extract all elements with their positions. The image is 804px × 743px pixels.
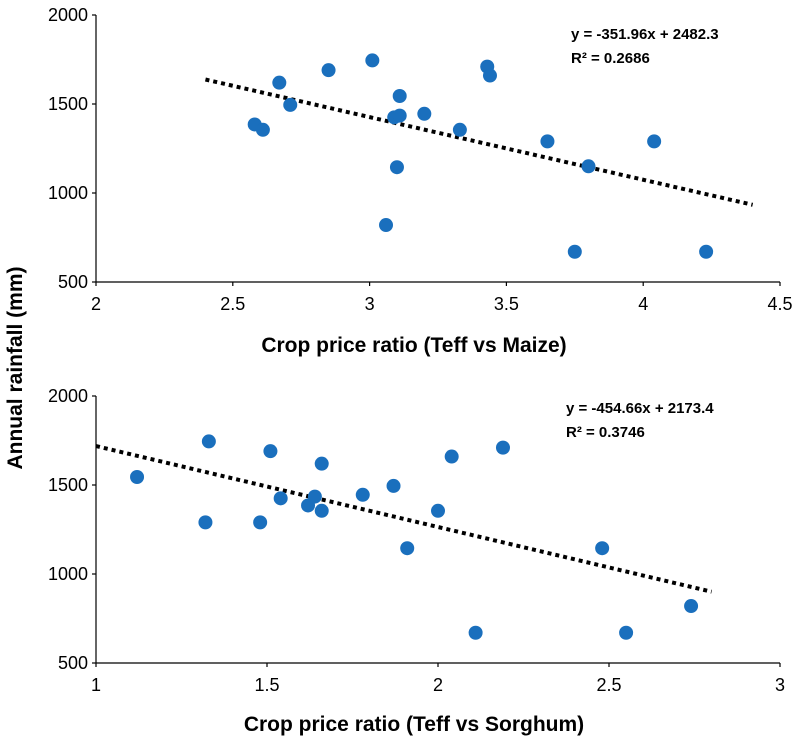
- trendline: [204, 77, 754, 207]
- chart-panel-sorghum: 500 1000 1500 2000 1 1.5 2 2.5 3 Crop price ratio…: [48, 386, 785, 736]
- data-point: [273, 491, 288, 506]
- data-point: [647, 134, 662, 149]
- data-point: [400, 541, 415, 556]
- r-squared-label: R² = 0.2686: [571, 50, 650, 67]
- data-point: [392, 108, 407, 123]
- chart-panel-maize: 500 1000 1500 2000 2 2.5 3 3.5 4 4.5 Crop price ra…: [48, 5, 793, 357]
- x-tick-label: 4.5: [767, 294, 792, 314]
- x-tick-label: 4: [638, 294, 648, 314]
- data-point: [392, 88, 407, 103]
- data-point: [595, 541, 610, 556]
- data-point: [314, 456, 329, 471]
- x-tick-label: 3: [775, 675, 785, 695]
- data-point: [482, 68, 497, 83]
- data-point: [130, 469, 145, 484]
- x-axis-label: Crop price ratio (Teff vs Sorghum): [244, 713, 584, 736]
- y-tick-label: 1500: [48, 94, 88, 114]
- y-tick-label: 1000: [48, 183, 88, 203]
- data-point: [321, 63, 336, 78]
- data-point: [365, 53, 380, 68]
- y-tick-label: 1500: [48, 475, 88, 495]
- x-tick-label: 1.5: [254, 675, 279, 695]
- data-point: [417, 106, 432, 121]
- regression-equation: y = -351.96x + 2482.3: [571, 26, 719, 43]
- data-point: [355, 487, 370, 502]
- data-point: [389, 160, 404, 175]
- x-tick-label: 2: [433, 675, 443, 695]
- data-point: [444, 449, 459, 464]
- data-point: [198, 515, 213, 530]
- data-point: [619, 625, 634, 640]
- data-point: [581, 159, 596, 174]
- y-axis-label: Annual rainfall (mm): [4, 266, 27, 469]
- y-tick-label: 2000: [48, 386, 88, 406]
- data-point: [272, 75, 287, 90]
- data-point: [307, 489, 322, 504]
- data-point: [567, 244, 582, 259]
- y-tick-label: 500: [58, 653, 88, 673]
- data-point: [495, 440, 510, 455]
- x-tick-label: 3.5: [494, 294, 519, 314]
- data-point: [263, 444, 278, 459]
- data-point: [314, 503, 329, 518]
- x-tick-label: 3: [365, 294, 375, 314]
- x-axis-label: Crop price ratio (Teff vs Maize): [261, 334, 566, 357]
- data-point: [431, 503, 445, 518]
- data-point: [468, 625, 483, 640]
- data-point: [452, 122, 467, 137]
- trendline: [95, 444, 713, 594]
- data-point: [283, 97, 298, 112]
- data-point: [253, 515, 268, 530]
- regression-equation: y = -454.66x + 2173.4: [566, 400, 714, 417]
- y-tick-label: 500: [58, 272, 88, 292]
- x-tick-label: 1: [91, 675, 101, 695]
- data-point: [201, 434, 216, 449]
- y-tick-label: 1000: [48, 564, 88, 584]
- x-tick-label: 2.5: [220, 294, 245, 314]
- data-point: [540, 134, 555, 149]
- data-point: [255, 122, 270, 137]
- x-tick-label: 2: [91, 294, 101, 314]
- data-point: [386, 478, 401, 493]
- y-tick-label: 2000: [48, 5, 88, 25]
- x-tick-label: 2.5: [596, 675, 621, 695]
- data-point: [699, 244, 714, 259]
- r-squared-label: R² = 0.3746: [566, 424, 645, 441]
- data-point: [684, 599, 699, 614]
- data-point: [379, 218, 394, 233]
